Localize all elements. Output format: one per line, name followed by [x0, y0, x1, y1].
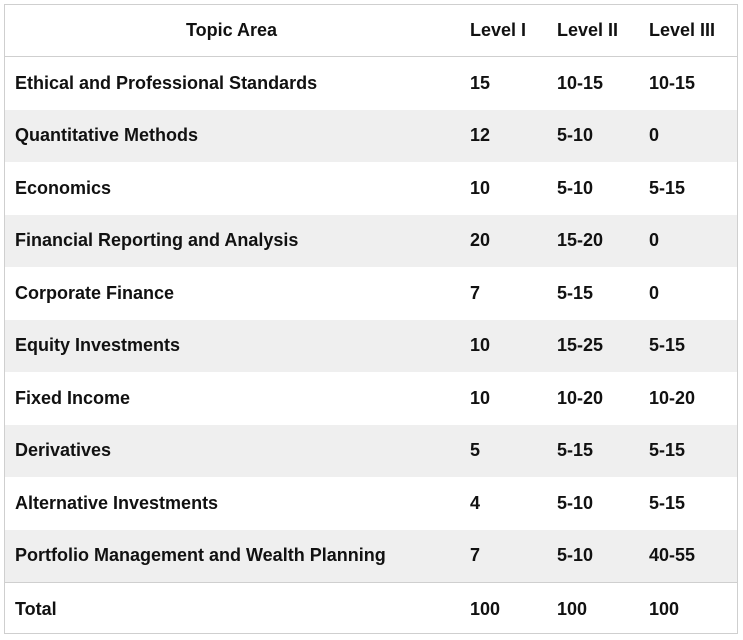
level-1-cell: 5 — [466, 424, 553, 477]
level-3-cell: 0 — [645, 109, 737, 162]
level-3-cell: 5-15 — [645, 424, 737, 477]
table-row: Corporate Finance 7 5-15 0 — [5, 267, 737, 320]
level-2-cell: 5-10 — [553, 529, 645, 583]
level-1-cell: 10 — [470, 387, 491, 408]
level-3-cell: 0 — [649, 282, 660, 303]
topic-cell: Portfolio Management and Wealth Planning — [5, 529, 466, 583]
topic-cell: Corporate Finance — [15, 282, 175, 303]
level-3-cell: 10-15 — [649, 72, 696, 93]
level-3-cell: 5-15 — [649, 177, 686, 198]
level-3-cell: 0 — [645, 214, 737, 267]
level-1-cell: 12 — [466, 109, 553, 162]
level-1-cell: 7 — [470, 282, 481, 303]
level-2-cell: 15-25 — [553, 319, 645, 372]
topic-cell: Financial Reporting and Analysis — [5, 214, 466, 267]
table-row: Fixed Income 10 10-20 10-20 — [5, 372, 737, 425]
table-row: Equity Investments 10 15-25 5-15 — [5, 319, 737, 372]
topic-cell: Fixed Income — [15, 387, 131, 408]
table-row: Quantitative Methods 12 5-10 0 — [5, 109, 737, 162]
topic-cell: Equity Investments — [5, 319, 466, 372]
header-topic-area: Topic Area — [5, 5, 466, 57]
header-level-1: Level I — [466, 5, 553, 57]
topic-cell: Alternative Investments — [15, 492, 219, 513]
level-3-cell: 5-15 — [645, 319, 737, 372]
level-2-cell: 5-10 — [553, 109, 645, 162]
table-row: Portfolio Management and Wealth Planning… — [5, 529, 737, 583]
topic-cell: Quantitative Methods — [5, 109, 466, 162]
table-row: Ethical and Professional Standards 15 10… — [5, 57, 737, 110]
level-1-cell: 10 — [470, 177, 491, 198]
level-1-cell: 7 — [466, 529, 553, 583]
total-level-3-cell: 100 — [645, 582, 737, 636]
total-level-1-cell: 100 — [466, 582, 553, 636]
table-header-row: Topic Area Level I Level II Level III — [5, 5, 737, 57]
level-1-cell: 4 — [470, 492, 481, 513]
total-label-cell: Total — [5, 582, 466, 636]
level-2-cell: 10-20 — [557, 387, 604, 408]
level-2-cell: 5-15 — [553, 424, 645, 477]
table-row: Financial Reporting and Analysis 20 15-2… — [5, 214, 737, 267]
level-3-cell: 40-55 — [645, 529, 737, 583]
level-2-cell: 5-10 — [557, 492, 594, 513]
topic-cell: Economics — [15, 177, 112, 198]
table-row: Economics 10 5-10 5-15 — [5, 162, 737, 215]
header-level-2: Level II — [553, 5, 645, 57]
level-1-cell: 20 — [466, 214, 553, 267]
topic-cell: Derivatives — [5, 424, 466, 477]
header-level-3: Level III — [645, 5, 737, 57]
level-3-cell: 5-15 — [649, 492, 686, 513]
table-row: Alternative Investments 4 5-10 5-15 — [5, 477, 737, 530]
level-2-cell: 5-15 — [557, 282, 594, 303]
total-row: Total 100 100 100 — [5, 582, 737, 636]
table-frame: Topic Area Level I Level II Level III Et… — [4, 4, 738, 636]
level-1-cell: 10 — [466, 319, 553, 372]
level-1-cell: 15 — [470, 72, 491, 93]
table-row: Derivatives 5 5-15 5-15 — [5, 424, 737, 477]
exam-weights-table: Topic Area Level I Level II Level III Et… — [5, 5, 737, 636]
level-2-cell: 10-15 — [557, 72, 604, 93]
level-2-cell: 5-10 — [557, 177, 594, 198]
level-2-cell: 15-20 — [553, 214, 645, 267]
total-level-2-cell: 100 — [553, 582, 645, 636]
topic-cell: Ethical and Professional Standards — [15, 72, 318, 93]
level-3-cell: 10-20 — [649, 387, 696, 408]
